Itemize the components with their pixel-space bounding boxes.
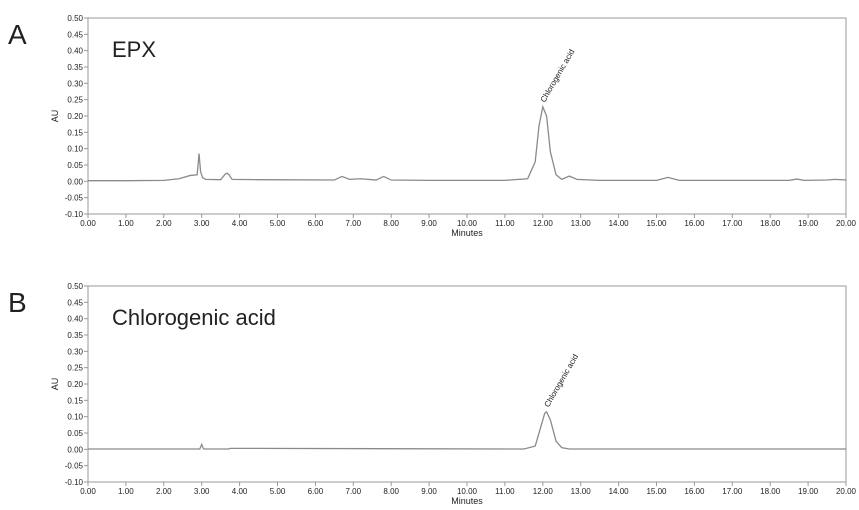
plot-frame	[87, 17, 847, 215]
y-tick-label: 0.10	[67, 413, 83, 422]
x-tick-label: 9.00	[421, 487, 437, 496]
y-tick-label: 0.15	[67, 128, 83, 137]
x-tick-label: 16.00	[684, 219, 705, 228]
x-tick-label: 0.00	[80, 487, 96, 496]
peak-annotation: Chlorogenic acid	[539, 48, 577, 104]
x-tick-label: 0.00	[80, 219, 96, 228]
panel-label: B	[8, 287, 27, 318]
x-axis-label: Minutes	[451, 228, 483, 238]
x-tick-label: 11.00	[495, 219, 515, 228]
y-tick-label: 0.20	[67, 112, 83, 121]
x-tick-label: 15.00	[646, 487, 667, 496]
y-tick-label: 0.40	[67, 315, 83, 324]
x-tick-label: 13.00	[571, 219, 592, 228]
y-tick-label: -0.10	[65, 210, 84, 219]
y-axis-label: AU	[50, 378, 60, 391]
x-tick-label: 8.00	[383, 219, 399, 228]
x-axis-label: Minutes	[451, 496, 483, 506]
trace-line	[88, 104, 847, 182]
x-tick-label: 16.00	[684, 487, 705, 496]
x-tick-label: 5.00	[270, 219, 286, 228]
x-tick-label: 6.00	[308, 219, 324, 228]
y-tick-label: 0.40	[67, 47, 83, 56]
x-tick-label: 14.00	[609, 487, 630, 496]
x-tick-label: 7.00	[346, 487, 362, 496]
x-tick-label: 10.00	[457, 219, 478, 228]
x-tick-label: 5.00	[270, 487, 286, 496]
y-tick-label: 0.20	[67, 380, 83, 389]
x-tick-label: 12.00	[533, 219, 554, 228]
x-tick-label: 4.00	[232, 487, 248, 496]
y-tick-label: 0.05	[67, 161, 83, 170]
x-tick-label: 2.00	[156, 219, 172, 228]
x-tick-label: 14.00	[609, 219, 630, 228]
x-tick-label: 15.00	[646, 219, 667, 228]
x-tick-label: 10.00	[457, 487, 478, 496]
x-tick-label: 20.00	[836, 487, 857, 496]
x-tick-label: 6.00	[308, 487, 324, 496]
trace-line	[88, 410, 846, 450]
x-tick-label: 1.00	[118, 487, 134, 496]
x-tick-label: 18.00	[760, 487, 781, 496]
panel-title: Chlorogenic acid	[112, 305, 276, 330]
x-tick-label: 12.00	[533, 487, 554, 496]
y-tick-label: -0.05	[65, 194, 84, 203]
x-tick-label: 9.00	[421, 219, 437, 228]
y-tick-label: -0.10	[65, 478, 84, 487]
y-tick-label: 0.15	[67, 396, 83, 405]
x-tick-label: 19.00	[798, 487, 819, 496]
y-tick-label: 0.45	[67, 30, 83, 39]
panel-label: A	[8, 19, 27, 50]
y-tick-label: 0.30	[67, 79, 83, 88]
y-tick-label: 0.45	[67, 298, 83, 307]
y-axis-label: AU	[50, 110, 60, 123]
x-tick-label: 17.00	[722, 487, 743, 496]
y-tick-label: 0.35	[67, 63, 83, 72]
y-tick-label: 0.10	[67, 145, 83, 154]
x-tick-label: 8.00	[383, 487, 399, 496]
x-tick-label: 19.00	[798, 219, 819, 228]
y-tick-label: 0.05	[67, 429, 83, 438]
x-tick-label: 18.00	[760, 219, 781, 228]
x-tick-label: 2.00	[156, 487, 172, 496]
y-tick-label: -0.05	[65, 462, 84, 471]
y-tick-label: 0.50	[67, 14, 83, 23]
x-tick-label: 4.00	[232, 219, 248, 228]
x-tick-label: 17.00	[722, 219, 743, 228]
x-tick-label: 3.00	[194, 219, 210, 228]
y-tick-label: 0.00	[67, 445, 83, 454]
panel-title: EPX	[112, 37, 156, 62]
y-tick-label: 0.25	[67, 96, 83, 105]
y-tick-label: 0.00	[67, 177, 83, 186]
y-tick-label: 0.50	[67, 282, 83, 291]
x-tick-label: 20.00	[836, 219, 857, 228]
y-tick-label: 0.35	[67, 331, 83, 340]
y-tick-label: 0.25	[67, 364, 83, 373]
peak-annotation: Chlorogenic acid	[543, 353, 581, 409]
y-tick-label: 0.30	[67, 347, 83, 356]
x-tick-label: 13.00	[571, 487, 592, 496]
x-tick-label: 11.00	[495, 487, 515, 496]
x-tick-label: 7.00	[346, 219, 362, 228]
x-tick-label: 1.00	[118, 219, 134, 228]
x-tick-label: 3.00	[194, 487, 210, 496]
